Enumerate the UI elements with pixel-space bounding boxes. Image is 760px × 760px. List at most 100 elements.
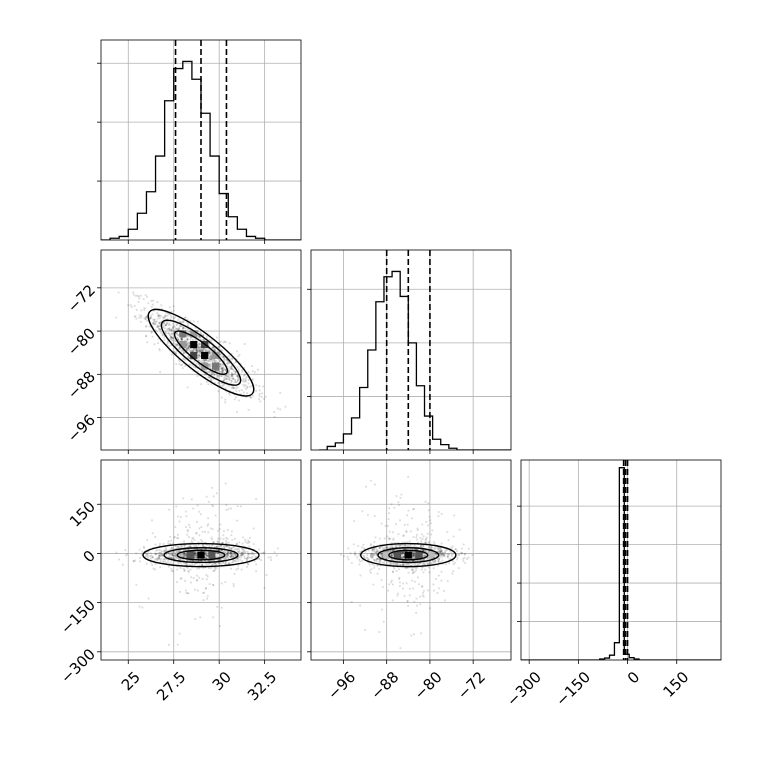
scatter-point [145, 562, 148, 565]
scatter-point [173, 557, 176, 560]
scatter-point [216, 374, 219, 377]
scatter-point [183, 556, 186, 559]
scatter-point [232, 585, 235, 588]
scatter-point [212, 569, 215, 572]
scatter-point [199, 363, 202, 366]
scatter-point [205, 350, 207, 353]
scatter-point [203, 349, 206, 351]
scatter-point [202, 334, 205, 337]
scatter-point [339, 553, 342, 556]
scatter-point [205, 557, 208, 560]
scatter-point [186, 343, 188, 346]
scatter-point [232, 387, 235, 389]
scatter-point [200, 348, 203, 351]
scatter-point [205, 574, 208, 576]
scatter-point [223, 382, 226, 385]
scatter-point [422, 544, 425, 547]
scatter-point [397, 592, 399, 595]
scatter-point [471, 554, 474, 556]
scatter-point [212, 563, 214, 566]
scatter-point [210, 559, 213, 562]
scatter-point [156, 557, 159, 559]
scatter-point [359, 560, 362, 563]
scatter-point [178, 520, 181, 523]
scatter-point [221, 549, 223, 551]
scatter-point [206, 349, 209, 351]
scatter-point [165, 322, 168, 325]
scatter-point [230, 552, 233, 555]
scatter-point [390, 544, 392, 546]
scatter-point [206, 350, 209, 353]
scatter-point [247, 382, 250, 385]
scatter-point [191, 566, 194, 569]
scatter-point [208, 363, 211, 366]
scatter-point [161, 332, 164, 335]
scatter-point [373, 554, 375, 557]
scatter-point [227, 551, 230, 554]
scatter-point [354, 552, 357, 555]
scatter-point [202, 347, 205, 350]
scatter-point [258, 385, 261, 388]
scatter-point [414, 556, 417, 559]
scatter-point [138, 557, 141, 559]
scatter-point [187, 571, 190, 574]
y-tick-label: −300 [57, 645, 99, 687]
scatter-point [263, 586, 266, 589]
scatter-point [188, 334, 191, 337]
scatter-point [356, 556, 359, 559]
scatter-point [225, 560, 227, 563]
scatter-point [389, 554, 392, 557]
scatter-point [221, 349, 223, 352]
scatter-point [390, 554, 393, 557]
scatter-point [393, 506, 396, 509]
scatter-point [279, 408, 281, 411]
scatter-point [235, 387, 237, 390]
scatter-point [409, 543, 412, 546]
scatter-point [195, 366, 197, 369]
scatter-point [232, 551, 234, 554]
scatter-point [209, 358, 212, 361]
scatter-point [411, 572, 414, 574]
scatter-point [451, 545, 454, 548]
scatter-point [413, 552, 416, 555]
scatter-point [201, 358, 204, 361]
scatter-point [220, 385, 223, 388]
scatter-point [204, 587, 207, 590]
scatter-point [222, 356, 225, 359]
scatter-point [158, 349, 161, 352]
scatter-point [194, 553, 197, 556]
scatter-point [350, 562, 353, 564]
scatter-point [343, 555, 346, 558]
scatter-point [231, 373, 233, 375]
scatter-point [411, 543, 414, 546]
scatter-point [428, 566, 430, 569]
scatter-point [383, 548, 385, 551]
contour-line [360, 542, 457, 568]
scatter-point [427, 502, 430, 505]
scatter-point [170, 335, 173, 338]
scatter-point [199, 348, 201, 351]
scatter-point [414, 556, 417, 559]
scatter-point [188, 549, 190, 552]
scatter-point [168, 553, 171, 556]
scatter-point [158, 549, 161, 551]
scatter-point [223, 368, 226, 371]
scatter-point [366, 556, 368, 559]
scatter-point [197, 560, 200, 563]
scatter-point [186, 338, 189, 340]
contour-line [163, 547, 239, 564]
scatter-point [191, 349, 194, 352]
scatter-point [179, 590, 181, 593]
scatter-point [159, 371, 162, 373]
scatter-point [412, 555, 415, 557]
scatter-point [226, 550, 229, 552]
scatter-point [383, 560, 386, 563]
scatter-point [209, 355, 212, 358]
scatter-point [386, 547, 388, 549]
scatter-point [164, 323, 167, 326]
scatter-point [402, 564, 405, 567]
scatter-point [369, 553, 372, 556]
scatter-point [195, 556, 198, 559]
scatter-point [202, 592, 205, 594]
scatter-point [154, 323, 157, 326]
